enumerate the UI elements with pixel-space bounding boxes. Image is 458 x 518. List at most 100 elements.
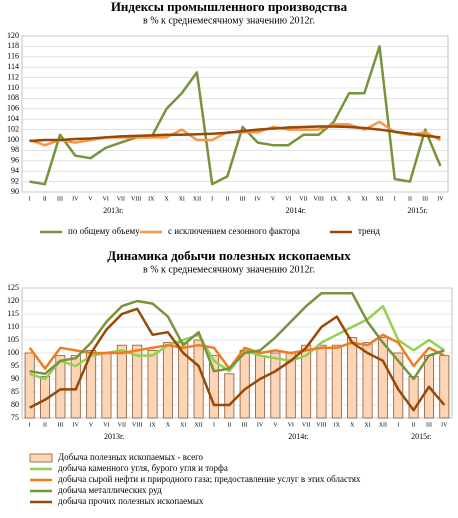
chart-title: Индексы промышленного производства <box>111 0 348 14</box>
x-tick-label: XII <box>375 196 383 202</box>
y-tick-label: 104 <box>7 114 19 123</box>
x-tick-label: II <box>227 422 231 428</box>
x-tick-label: VI <box>103 422 109 428</box>
x-group-label: 2015г. <box>407 206 427 215</box>
y-tick-label: 110 <box>7 322 19 331</box>
bar <box>193 339 204 419</box>
x-tick-label: IX <box>148 196 155 202</box>
x-tick-label: II <box>412 422 416 428</box>
y-tick-label: 90 <box>11 187 19 196</box>
legend-label: с исключением сезонного фактора <box>168 226 300 236</box>
x-tick-label: VIII <box>131 196 141 202</box>
bar <box>101 352 112 419</box>
bar <box>132 344 143 419</box>
legend-label: добыча сырой нефти и природного газа; пр… <box>58 474 361 484</box>
line <box>29 307 446 412</box>
x-tick-label: IX <box>334 422 341 428</box>
line <box>29 45 442 186</box>
chart-subtitle: в % к среднемесячному значению 2012г. <box>143 264 315 275</box>
x-tick-label: VII <box>299 196 307 202</box>
y-tick-label: 85 <box>11 387 19 396</box>
x-tick-label: IV <box>255 196 262 202</box>
bar <box>162 342 173 419</box>
y-tick-label: 96 <box>11 156 19 165</box>
x-tick-label: VII <box>118 422 126 428</box>
y-tick-label: 120 <box>7 31 19 40</box>
bar <box>224 373 235 419</box>
bar <box>270 352 281 419</box>
bar <box>116 344 127 419</box>
bar <box>362 342 373 419</box>
bar <box>301 344 312 419</box>
bar <box>377 336 388 419</box>
x-tick-label: III <box>242 422 248 428</box>
x-tick-label: V <box>271 196 276 202</box>
x-tick-label: VI <box>288 422 294 428</box>
y-tick-label: 100 <box>7 135 19 144</box>
x-tick-label: XII <box>193 196 201 202</box>
x-tick-label: I <box>29 422 31 428</box>
y-tick-label: 94 <box>11 166 19 175</box>
line <box>28 333 445 370</box>
x-tick-label: XII <box>379 422 387 428</box>
x-tick-label: X <box>166 422 171 428</box>
x-tick-label: I <box>397 422 399 428</box>
y-tick-label: 92 <box>11 176 19 185</box>
x-tick-label: III <box>422 196 428 202</box>
x-tick-label: II <box>225 196 229 202</box>
x-tick-label: VII <box>302 422 310 428</box>
legend-label: добыча металлических руд <box>58 485 162 495</box>
x-tick-label: IV <box>72 196 79 202</box>
y-tick-label: 90 <box>11 374 19 383</box>
bar <box>86 349 97 419</box>
bar <box>439 355 450 419</box>
x-tick-label: III <box>240 196 246 202</box>
x-tick-label: X <box>164 196 169 202</box>
bar <box>147 349 158 419</box>
legend-label: Добыча полезных ископаемых - всего <box>58 452 204 462</box>
x-tick-label: V <box>89 422 94 428</box>
y-tick-label: 114 <box>7 62 19 71</box>
x-tick-label: VIII <box>316 422 326 428</box>
x-tick-label: VIII <box>132 422 142 428</box>
x-group-label: 2013г. <box>103 206 123 215</box>
bar <box>55 355 66 419</box>
y-tick-label: 118 <box>7 41 19 50</box>
x-tick-label: X <box>347 196 352 202</box>
x-tick-label: III <box>57 196 63 202</box>
x-tick-label: VII <box>117 196 125 202</box>
x-tick-label: XII <box>194 422 202 428</box>
x-tick-label: III <box>426 422 432 428</box>
x-tick-label: VIII <box>314 196 324 202</box>
x-tick-label: IX <box>331 196 338 202</box>
x-tick-label: XI <box>364 422 370 428</box>
y-tick-label: 116 <box>7 52 19 61</box>
bar <box>239 349 250 419</box>
x-group-label: 2013г. <box>104 432 124 441</box>
x-tick-label: II <box>43 422 47 428</box>
y-tick-label: 120 <box>7 296 19 305</box>
line <box>29 291 445 381</box>
y-tick-label: 102 <box>7 124 19 133</box>
x-tick-label: VI <box>285 196 291 202</box>
bar <box>393 352 404 419</box>
y-tick-label: 110 <box>7 83 19 92</box>
y-tick-label: 108 <box>7 93 19 102</box>
y-tick-label: 75 <box>11 413 19 422</box>
x-group-label: 2014г. <box>286 206 306 215</box>
x-tick-label: V <box>88 196 93 202</box>
chart-title: Динамика добычи полезных ископаемых <box>107 248 351 263</box>
x-tick-label: III <box>57 422 63 428</box>
y-tick-label: 98 <box>11 145 19 154</box>
legend-label: тренд <box>358 226 380 236</box>
x-tick-label: XI <box>180 422 186 428</box>
legend-label: по общему объему <box>68 226 140 236</box>
bar <box>316 344 327 419</box>
bar <box>208 355 219 419</box>
x-tick-label: IV <box>73 422 80 428</box>
x-tick-label: I <box>29 196 31 202</box>
y-tick-label: 106 <box>7 104 19 113</box>
bar <box>255 355 266 419</box>
